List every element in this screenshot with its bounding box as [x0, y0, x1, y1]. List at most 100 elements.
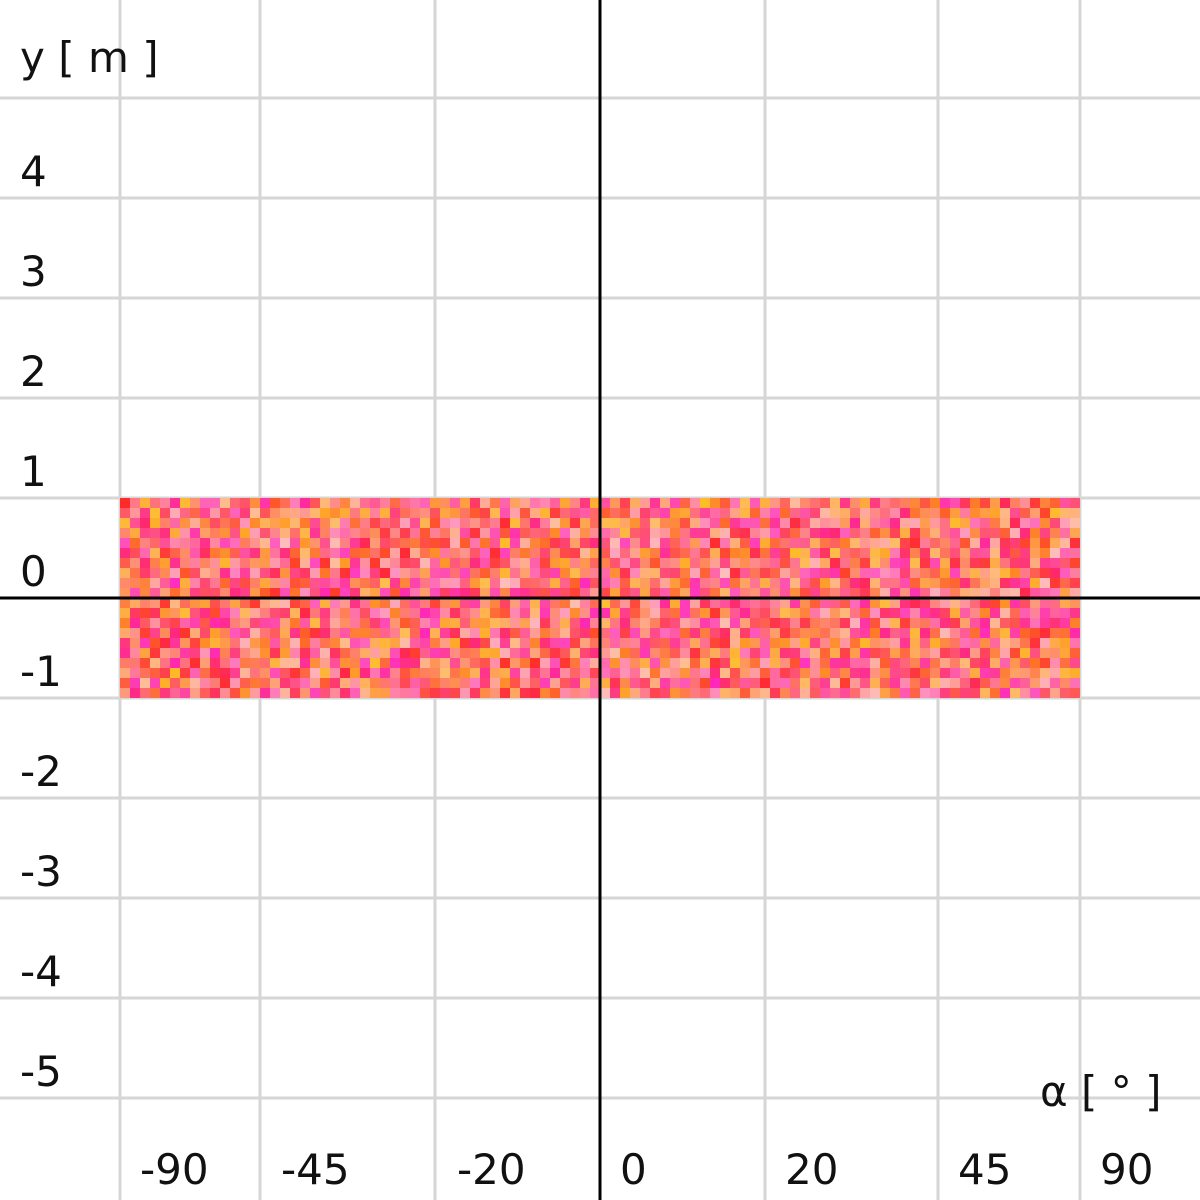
heatmap-cell: [640, 608, 650, 618]
heatmap-cell: [240, 608, 250, 618]
heatmap-cell: [680, 588, 690, 598]
heatmap-cell: [850, 548, 860, 558]
heatmap-cell: [230, 528, 240, 538]
heatmap-cell: [720, 598, 730, 608]
heatmap-cell: [730, 518, 740, 528]
heatmap-cell: [890, 588, 900, 598]
heatmap-cell: [940, 628, 950, 638]
heatmap-cell: [400, 648, 410, 658]
heatmap-cell: [890, 688, 900, 698]
heatmap-cell: [900, 608, 910, 618]
heatmap-cell: [800, 618, 810, 628]
heatmap-cell: [830, 508, 840, 518]
heatmap-cell: [190, 658, 200, 668]
heatmap-cell: [700, 578, 710, 588]
heatmap-cell: [790, 518, 800, 528]
heatmap-cell: [720, 628, 730, 638]
heatmap-cell: [910, 658, 920, 668]
heatmap-cell: [760, 578, 770, 588]
heatmap-cell: [780, 628, 790, 638]
heatmap-cell: [330, 598, 340, 608]
heatmap-cell: [820, 578, 830, 588]
heatmap-cell: [290, 618, 300, 628]
heatmap-cell: [960, 508, 970, 518]
heatmap-cell: [150, 658, 160, 668]
heatmap-cell: [850, 508, 860, 518]
heatmap-cell: [1070, 688, 1080, 698]
heatmap-cell: [930, 498, 940, 508]
heatmap-cell: [390, 558, 400, 568]
heatmap-cell: [740, 598, 750, 608]
heatmap-cell: [640, 638, 650, 648]
heatmap-cell: [870, 638, 880, 648]
heatmap-cell: [1020, 538, 1030, 548]
heatmap-cell: [680, 538, 690, 548]
heatmap-cell: [790, 608, 800, 618]
heatmap-cell: [410, 518, 420, 528]
heatmap-cell: [830, 638, 840, 648]
heatmap-cell: [740, 648, 750, 658]
heatmap-cell: [510, 508, 520, 518]
heatmap-cell: [1040, 658, 1050, 668]
heatmap-cell: [950, 548, 960, 558]
heatmap-cell: [900, 578, 910, 588]
heatmap-cell: [710, 668, 720, 678]
heatmap-cell: [420, 658, 430, 668]
heatmap-cell: [990, 678, 1000, 688]
heatmap-cell: [680, 618, 690, 628]
heatmap-cell: [300, 688, 310, 698]
heatmap-cell: [620, 608, 630, 618]
heatmap-cell: [250, 678, 260, 688]
heatmap-cell: [460, 528, 470, 538]
heatmap-cell: [510, 588, 520, 598]
heatmap-cell: [810, 548, 820, 558]
heatmap-cell: [190, 498, 200, 508]
heatmap-cell: [850, 558, 860, 568]
heatmap-cell: [650, 578, 660, 588]
heatmap-cell: [170, 638, 180, 648]
heatmap-cell: [420, 528, 430, 538]
heatmap-cell: [370, 658, 380, 668]
heatmap-cell: [630, 648, 640, 658]
heatmap-cell: [640, 668, 650, 678]
heatmap-cell: [290, 668, 300, 678]
heatmap-cell: [430, 558, 440, 568]
heatmap-cell: [440, 538, 450, 548]
heatmap-cell: [520, 508, 530, 518]
heatmap-cell: [590, 568, 600, 578]
heatmap-cell: [420, 598, 430, 608]
heatmap-cell: [930, 578, 940, 588]
heatmap-cell: [190, 678, 200, 688]
heatmap-cell: [530, 548, 540, 558]
heatmap-cell: [250, 618, 260, 628]
heatmap-cell: [620, 628, 630, 638]
heatmap-cell: [450, 498, 460, 508]
heatmap-cell: [120, 548, 130, 558]
heatmap-cell: [430, 508, 440, 518]
heatmap-cell: [820, 528, 830, 538]
heatmap-cell: [480, 678, 490, 688]
heatmap-cell: [490, 558, 500, 568]
heatmap-cell: [860, 558, 870, 568]
heatmap-cell: [520, 598, 530, 608]
heatmap-cell: [870, 568, 880, 578]
heatmap-cell: [380, 608, 390, 618]
heatmap-cell: [520, 568, 530, 578]
heatmap-cell: [450, 658, 460, 668]
heatmap-cell: [300, 638, 310, 648]
heatmap-cell: [400, 668, 410, 678]
heatmap-cell: [480, 668, 490, 678]
heatmap-cell: [290, 538, 300, 548]
heatmap-cell: [390, 538, 400, 548]
heatmap-cell: [120, 678, 130, 688]
heatmap-cell: [670, 538, 680, 548]
heatmap-cell: [320, 688, 330, 698]
heatmap-cell: [1040, 648, 1050, 658]
heatmap-cell: [1010, 668, 1020, 678]
heatmap-cell: [860, 548, 870, 558]
heatmap-cell: [670, 678, 680, 688]
heatmap-cell: [1060, 508, 1070, 518]
heatmap-cell: [150, 538, 160, 548]
heatmap-cell: [280, 678, 290, 688]
heatmap-cell: [950, 648, 960, 658]
